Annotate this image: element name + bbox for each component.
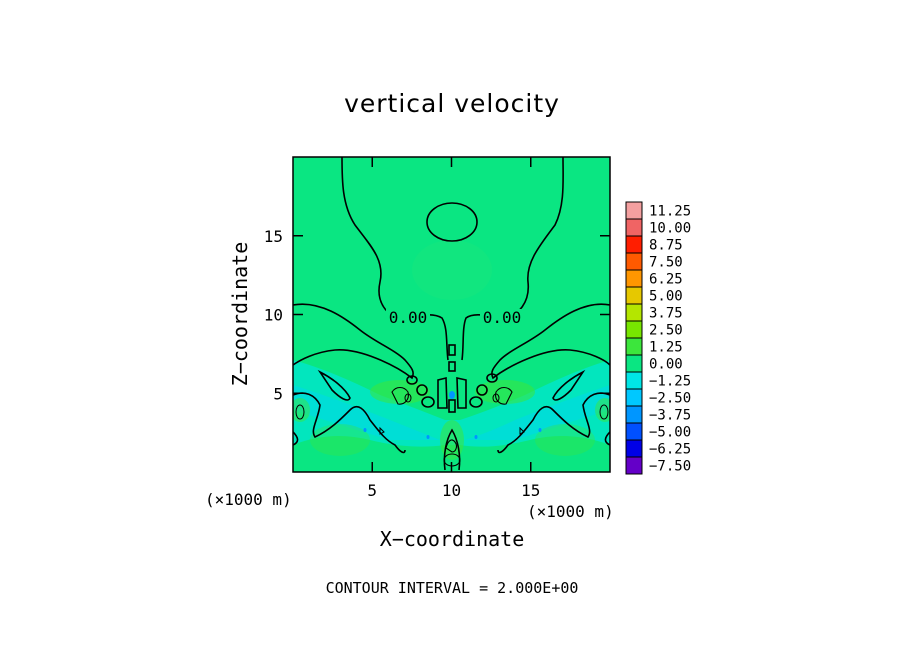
colorbar-swatch-9 bbox=[625, 354, 643, 373]
contour-label-right: 0.00 bbox=[483, 308, 522, 327]
colorbar-swatch-1 bbox=[625, 218, 643, 237]
x-unit-label-left: (×1000 m) bbox=[205, 490, 292, 509]
x-tick-label-2: 15 bbox=[521, 481, 540, 500]
colorbar-label-14: −6.25 bbox=[649, 442, 691, 458]
y-tick-label-1: 10 bbox=[264, 306, 283, 325]
x-tick-label-0: 5 bbox=[367, 481, 377, 500]
colorbar-label-5: 5.00 bbox=[649, 289, 683, 305]
contour-interval-label: CONTOUR INTERVAL = 2.000E+00 bbox=[326, 579, 579, 597]
contour-label-left: 0.00 bbox=[389, 308, 428, 327]
colorbar-label-3: 7.50 bbox=[649, 255, 683, 271]
colorbar-swatch-13 bbox=[625, 422, 643, 441]
x-axis-ticks: 5 10 15 bbox=[367, 157, 540, 500]
colorbar-label-2: 8.75 bbox=[649, 238, 683, 254]
x-axis-label: X−coordinate bbox=[380, 527, 525, 551]
colorbar-swatch-12 bbox=[625, 405, 643, 424]
colorbar-swatch-4 bbox=[625, 269, 643, 288]
contour-lines bbox=[293, 157, 610, 471]
colorbar-label-11: −2.50 bbox=[649, 391, 691, 407]
colorbar-label-15: −7.50 bbox=[649, 459, 691, 475]
colorbar-label-7: 2.50 bbox=[649, 323, 683, 339]
contour-labels: 0.00 0.00 bbox=[386, 308, 524, 327]
colorbar-swatch-3 bbox=[625, 252, 643, 271]
colorbar-label-9: 0.00 bbox=[649, 357, 683, 373]
colorbar-label-1: 10.00 bbox=[649, 221, 691, 237]
chart-title: vertical velocity bbox=[344, 89, 560, 118]
y-axis-label: Z−coordinate bbox=[228, 242, 252, 387]
colorbar-swatch-0 bbox=[625, 201, 643, 220]
colorbar-swatch-15 bbox=[625, 456, 643, 475]
colorbar-label-10: −1.25 bbox=[649, 374, 691, 390]
y-tick-label-2: 15 bbox=[264, 227, 283, 246]
x-tick-label-1: 10 bbox=[442, 481, 461, 500]
colorbar-swatch-5 bbox=[625, 286, 643, 305]
colorbar-swatch-7 bbox=[625, 320, 643, 339]
colorbar-swatch-6 bbox=[625, 303, 643, 322]
colorbar-label-13: −5.00 bbox=[649, 425, 691, 441]
colorbar-label-8: 1.25 bbox=[649, 340, 683, 356]
colorbar-swatch-2 bbox=[625, 235, 643, 254]
colorbar-label-12: −3.75 bbox=[649, 408, 691, 424]
colorbar-swatch-14 bbox=[625, 439, 643, 458]
x-unit-label-right: (×1000 m) bbox=[527, 502, 614, 521]
colorbar-label-4: 6.25 bbox=[649, 272, 683, 288]
colorbar: 11.2510.008.757.506.255.003.752.501.250.… bbox=[625, 201, 691, 475]
colorbar-swatch-10 bbox=[625, 371, 643, 390]
colorbar-label-0: 11.25 bbox=[649, 204, 691, 220]
colorbar-label-6: 3.75 bbox=[649, 306, 683, 322]
colorbar-swatch-11 bbox=[625, 388, 643, 407]
contour-field: 0.00 0.00 bbox=[293, 157, 610, 472]
y-axis-ticks: 5 10 15 bbox=[264, 227, 610, 403]
y-tick-label-0: 5 bbox=[273, 384, 283, 403]
colorbar-swatch-8 bbox=[625, 337, 643, 356]
